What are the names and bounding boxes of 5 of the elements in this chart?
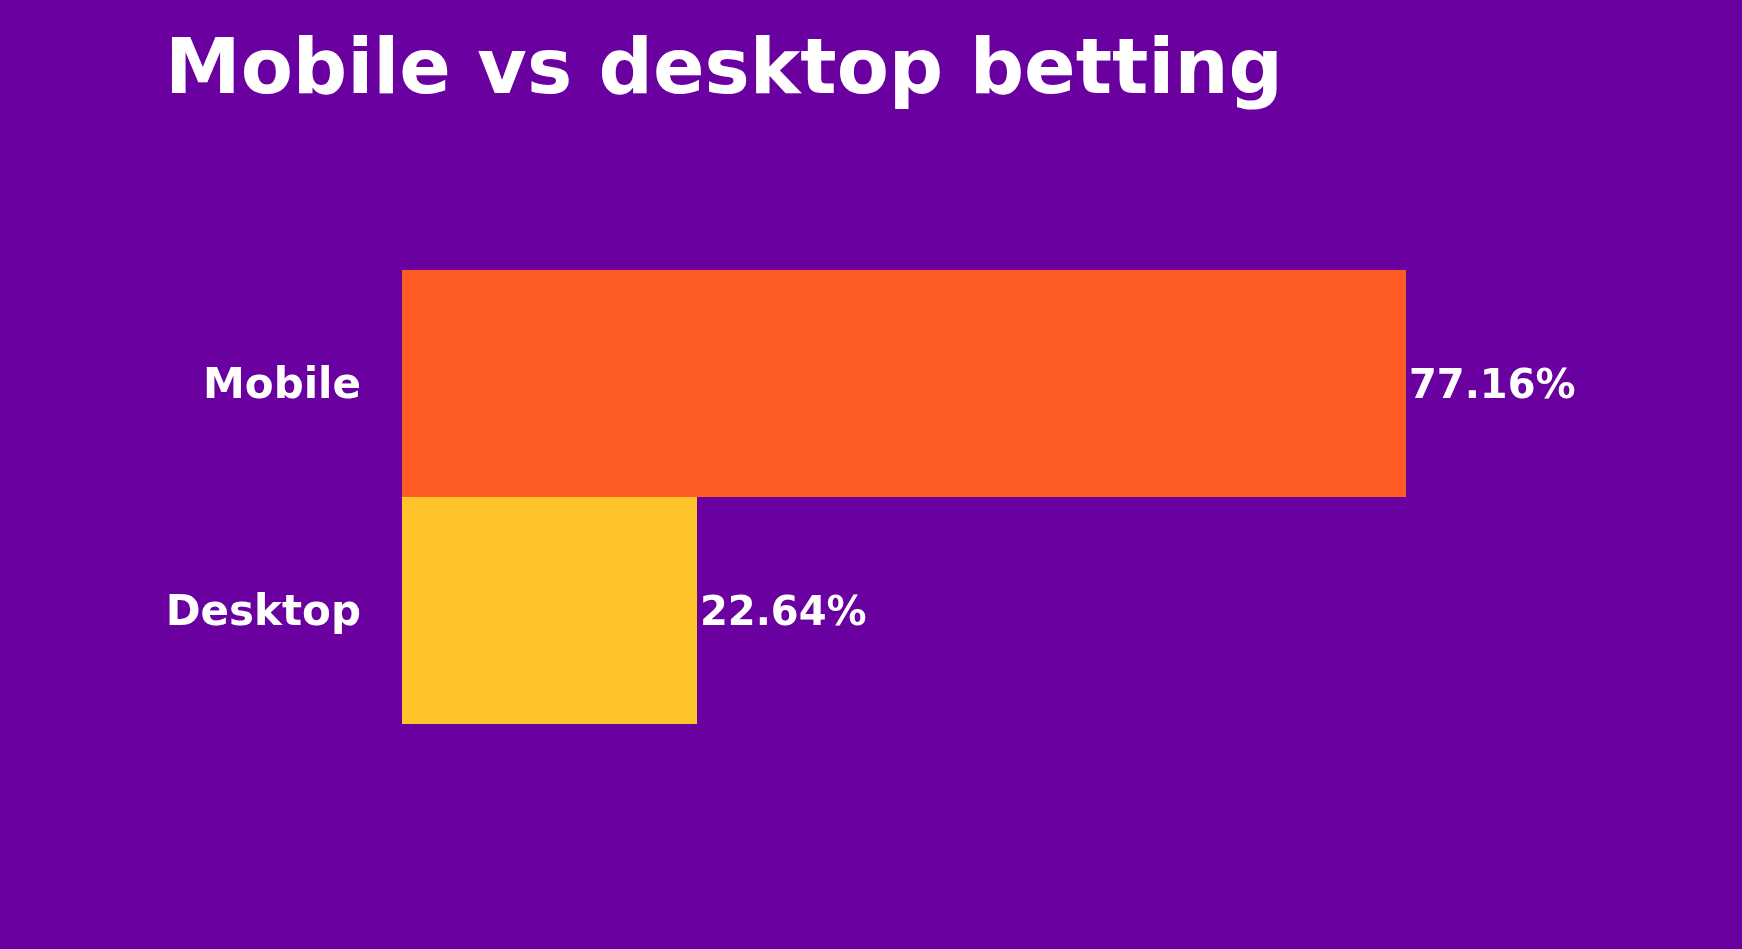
data-label: 77.16% — [1409, 360, 1576, 407]
chart-title: Mobile vs desktop betting — [165, 22, 1283, 112]
y-tick-label: Desktop — [165, 586, 361, 636]
y-tick-label: Mobile — [203, 359, 361, 409]
data-label: 22.64% — [700, 587, 867, 634]
